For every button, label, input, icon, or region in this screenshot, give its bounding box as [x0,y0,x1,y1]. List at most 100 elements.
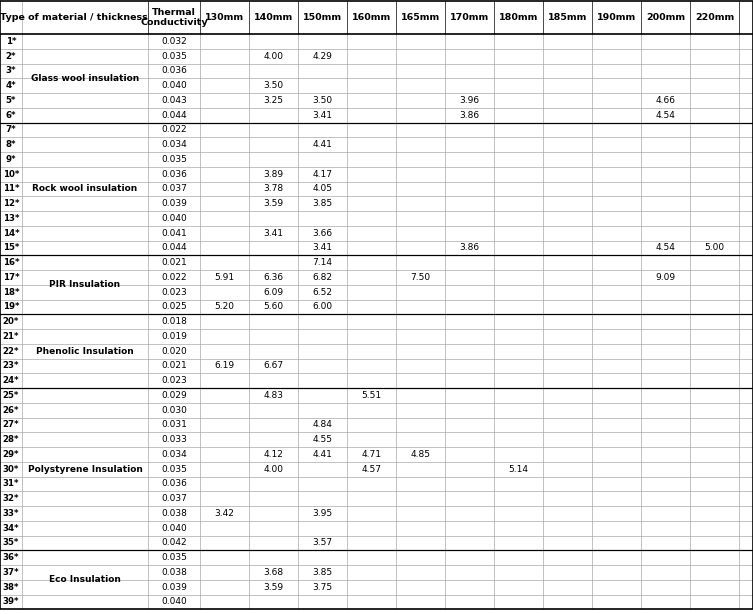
Text: 0.040: 0.040 [161,524,187,532]
Text: 36*: 36* [3,553,20,562]
Text: 3.66: 3.66 [312,228,333,238]
Text: 0.039: 0.039 [161,199,187,208]
Text: 4.54: 4.54 [656,111,675,120]
Text: 11*: 11* [3,184,20,193]
Text: 4.84: 4.84 [312,421,332,429]
Text: 0.021: 0.021 [161,362,187,370]
Text: 3*: 3* [6,66,17,76]
Text: 0.033: 0.033 [161,435,187,444]
Text: 24*: 24* [3,376,20,385]
Text: 3.96: 3.96 [459,96,480,105]
Text: 3.78: 3.78 [264,184,284,193]
Text: 0.023: 0.023 [161,376,187,385]
Text: Rock wool insulation: Rock wool insulation [32,184,138,193]
Text: 7.50: 7.50 [410,273,431,282]
Text: 6.67: 6.67 [264,362,284,370]
Text: 9.09: 9.09 [655,273,675,282]
Text: 165mm: 165mm [401,13,440,22]
Text: 140mm: 140mm [254,13,293,22]
Text: 0.037: 0.037 [161,494,187,503]
Text: 0.040: 0.040 [161,597,187,607]
Text: 0.035: 0.035 [161,465,187,473]
Text: 3.75: 3.75 [312,583,333,592]
Text: 0.036: 0.036 [161,169,187,179]
Text: 4.00: 4.00 [264,465,283,473]
Text: 3.41: 3.41 [312,243,333,252]
Text: 3.89: 3.89 [264,169,284,179]
Text: 4.41: 4.41 [312,140,332,149]
Text: 6.82: 6.82 [312,273,333,282]
Text: 5*: 5* [6,96,16,105]
Text: 5.20: 5.20 [215,302,234,311]
Text: 4.54: 4.54 [656,243,675,252]
Text: 3.57: 3.57 [312,538,333,547]
Text: 130mm: 130mm [205,13,244,22]
Text: 3.85: 3.85 [312,199,333,208]
Text: 190mm: 190mm [597,13,636,22]
Text: 0.036: 0.036 [161,480,187,488]
Text: 6.09: 6.09 [264,287,284,297]
Text: 6.36: 6.36 [264,273,284,282]
Text: 160mm: 160mm [352,13,391,22]
Text: 33*: 33* [3,509,20,518]
Text: 150mm: 150mm [303,13,342,22]
Text: 3.59: 3.59 [264,199,284,208]
Text: 3.86: 3.86 [459,243,480,252]
Text: 2*: 2* [6,52,17,61]
Text: 0.044: 0.044 [161,111,187,120]
Text: 3.95: 3.95 [312,509,333,518]
Text: 5.91: 5.91 [215,273,235,282]
Text: 37*: 37* [3,568,20,577]
Text: 9*: 9* [6,155,17,164]
Text: 25*: 25* [3,391,19,400]
Text: 15*: 15* [3,243,19,252]
Text: 0.038: 0.038 [161,568,187,577]
Text: 7*: 7* [6,125,17,134]
Text: 14*: 14* [3,228,20,238]
Text: 7.14: 7.14 [312,258,333,267]
Text: 0.041: 0.041 [161,228,187,238]
Text: 4.57: 4.57 [361,465,382,473]
Text: 30*: 30* [3,465,19,473]
Text: 18*: 18* [3,287,20,297]
Text: 0.020: 0.020 [161,347,187,356]
Text: 0.042: 0.042 [161,538,187,547]
Text: 39*: 39* [3,597,20,607]
Text: 200mm: 200mm [646,13,685,22]
Text: 4.05: 4.05 [312,184,333,193]
Text: 26*: 26* [3,406,20,414]
Text: 20*: 20* [3,317,19,326]
Text: 4.66: 4.66 [656,96,675,105]
Text: 3.59: 3.59 [264,583,284,592]
Text: 0.022: 0.022 [161,125,187,134]
Text: 3.41: 3.41 [312,111,333,120]
Text: 0.043: 0.043 [161,96,187,105]
Text: 0.030: 0.030 [161,406,187,414]
Text: 5.60: 5.60 [264,302,284,311]
Text: 21*: 21* [3,332,20,341]
Text: 0.040: 0.040 [161,214,187,223]
Text: 0.035: 0.035 [161,553,187,562]
Text: 0.019: 0.019 [161,332,187,341]
Text: 3.50: 3.50 [312,96,333,105]
Text: Polystyrene Insulation: Polystyrene Insulation [28,465,142,473]
Text: 4.55: 4.55 [312,435,333,444]
Text: 3.41: 3.41 [264,228,283,238]
Text: 19*: 19* [3,302,20,311]
Text: 4.85: 4.85 [410,450,431,459]
Text: 4.12: 4.12 [264,450,283,459]
Text: 4.17: 4.17 [312,169,333,179]
Text: 10*: 10* [3,169,19,179]
Text: 0.018: 0.018 [161,317,187,326]
Text: 0.040: 0.040 [161,81,187,90]
Text: 220mm: 220mm [695,13,734,22]
Text: 170mm: 170mm [450,13,489,22]
Text: 3.86: 3.86 [459,111,480,120]
Text: PIR Insulation: PIR Insulation [50,280,120,289]
Text: 6.00: 6.00 [312,302,333,311]
Text: 185mm: 185mm [548,13,587,22]
Text: 3.85: 3.85 [312,568,333,577]
Text: 0.034: 0.034 [161,140,187,149]
Text: 4.83: 4.83 [264,391,283,400]
Text: 29*: 29* [3,450,20,459]
